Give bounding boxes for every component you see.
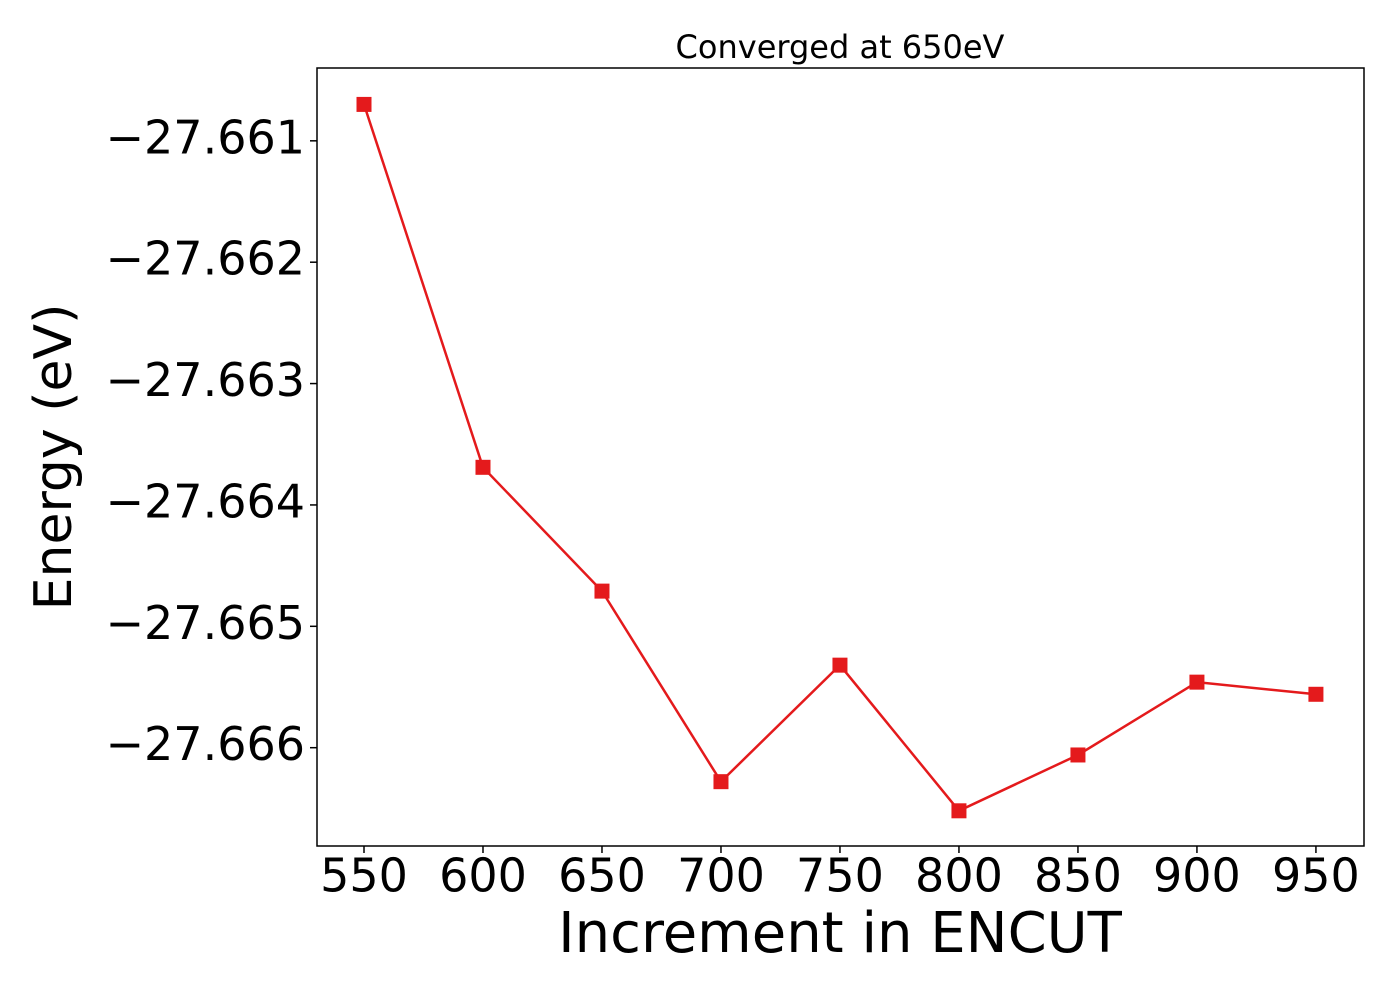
plot-frame <box>316 67 1365 847</box>
chart-title: Converged at 650eV <box>676 28 1005 66</box>
y-tick-label: −27.665 <box>106 596 306 650</box>
x-tick-label: 600 <box>439 849 527 903</box>
data-marker <box>356 96 372 112</box>
x-tick-label: 900 <box>1153 849 1241 903</box>
x-tick-label: 750 <box>796 849 884 903</box>
data-marker <box>713 774 729 790</box>
y-tick-label: −27.661 <box>106 110 306 164</box>
data-marker <box>594 583 610 599</box>
y-tick-label: −27.664 <box>106 474 306 528</box>
y-tick-label: −27.666 <box>106 717 306 771</box>
data-marker <box>1189 674 1205 690</box>
data-marker <box>832 657 848 673</box>
y-axis-label: Energy (eV) <box>24 304 84 611</box>
x-tick-label: 850 <box>1034 849 1122 903</box>
data-marker <box>951 803 967 819</box>
x-tick-label: 650 <box>558 849 646 903</box>
x-tick-label: 800 <box>915 849 1003 903</box>
x-tick-label: 700 <box>677 849 765 903</box>
x-axis-label: Increment in ENCUT <box>558 901 1123 966</box>
x-tick-label: 950 <box>1272 849 1360 903</box>
y-tick-label: −27.663 <box>106 353 306 407</box>
data-marker <box>1070 747 1086 763</box>
data-marker <box>1308 686 1324 702</box>
y-tick-label: −27.662 <box>106 232 306 286</box>
x-tick-label: 550 <box>320 849 408 903</box>
data-marker <box>475 459 491 475</box>
